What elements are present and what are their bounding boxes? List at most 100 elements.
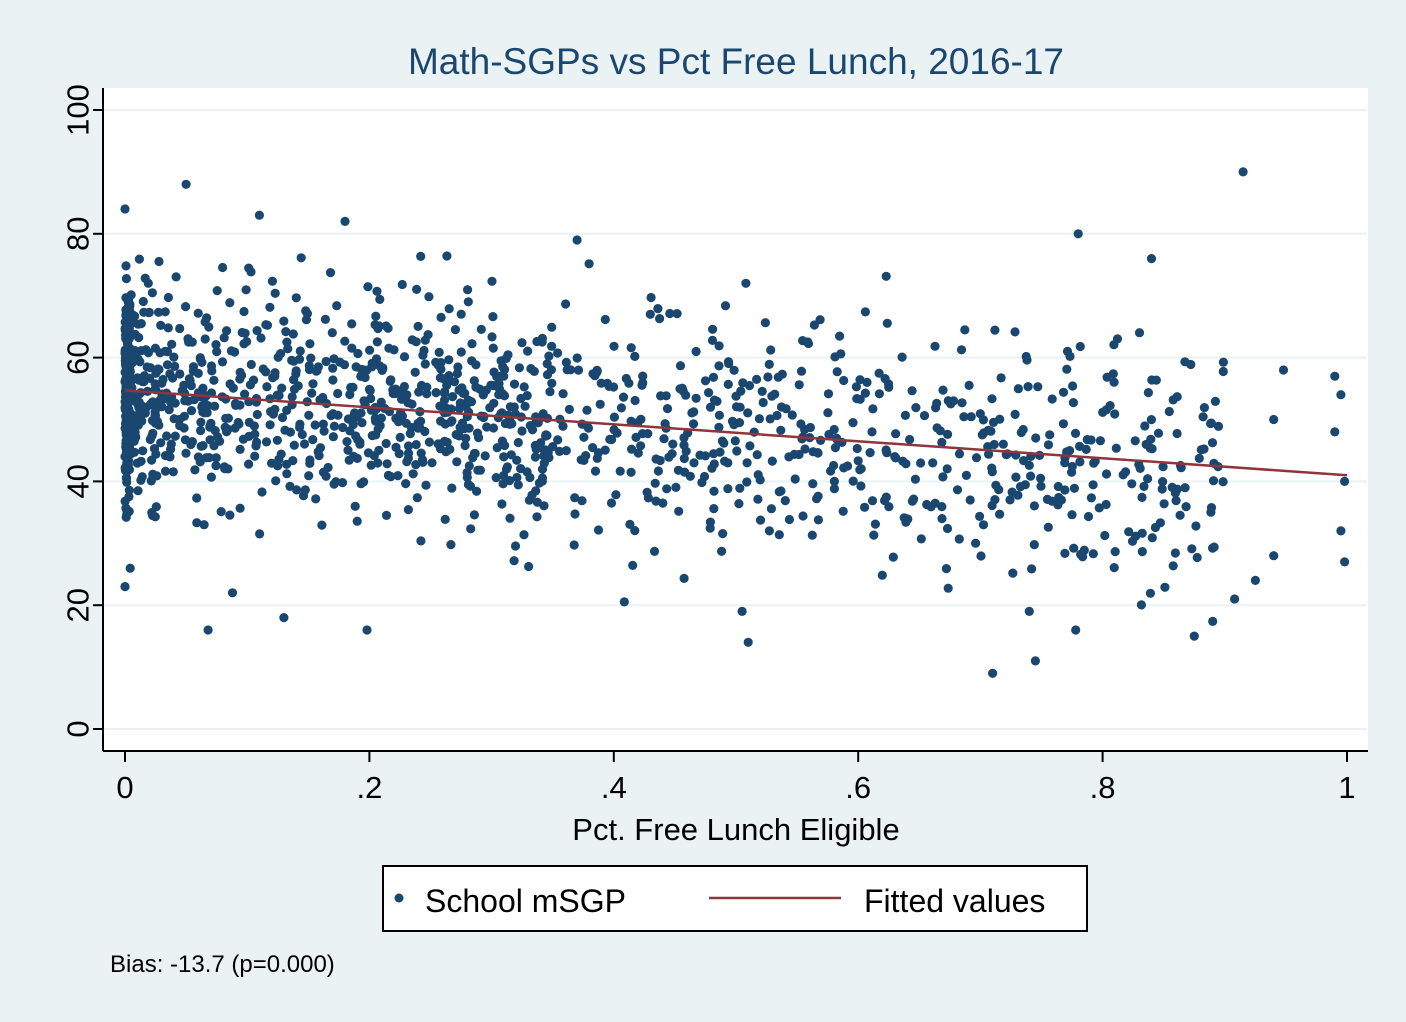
data-point bbox=[355, 437, 365, 447]
data-point bbox=[1137, 547, 1147, 557]
data-point bbox=[512, 455, 522, 465]
x-tick-label-0: 0 bbox=[116, 770, 133, 805]
data-point bbox=[823, 389, 834, 399]
data-point bbox=[991, 480, 1001, 490]
data-point bbox=[491, 473, 501, 483]
data-point bbox=[823, 408, 833, 418]
data-point bbox=[469, 448, 479, 459]
data-point bbox=[724, 358, 734, 369]
data-point bbox=[340, 336, 350, 346]
data-point bbox=[616, 403, 627, 413]
data-point bbox=[499, 364, 510, 375]
data-point bbox=[489, 398, 499, 408]
data-point bbox=[231, 400, 241, 410]
data-point bbox=[282, 337, 292, 347]
data-point bbox=[123, 346, 133, 356]
data-point bbox=[420, 335, 430, 345]
data-point bbox=[1146, 254, 1157, 264]
data-point bbox=[291, 293, 301, 303]
data-point bbox=[829, 484, 840, 494]
data-point bbox=[452, 457, 462, 467]
data-point bbox=[553, 435, 563, 445]
data-point bbox=[252, 409, 262, 420]
data-point bbox=[412, 493, 422, 503]
data-point bbox=[609, 382, 619, 392]
data-point bbox=[988, 668, 998, 678]
data-point bbox=[166, 397, 176, 407]
data-point bbox=[457, 418, 468, 428]
data-point bbox=[655, 455, 665, 466]
data-point bbox=[1062, 364, 1072, 374]
data-point bbox=[531, 486, 541, 496]
data-point bbox=[867, 427, 877, 437]
data-point bbox=[937, 502, 947, 512]
data-point bbox=[454, 403, 465, 414]
data-point bbox=[436, 364, 446, 374]
data-point bbox=[488, 423, 499, 433]
data-point bbox=[966, 412, 976, 422]
data-point bbox=[633, 448, 643, 458]
data-point bbox=[1130, 436, 1140, 446]
data-point bbox=[949, 396, 959, 406]
data-point bbox=[1036, 481, 1046, 491]
data-point bbox=[805, 422, 816, 433]
data-point bbox=[715, 447, 725, 457]
data-point bbox=[487, 276, 497, 286]
data-point bbox=[943, 583, 953, 593]
data-point bbox=[588, 369, 598, 379]
data-point bbox=[796, 419, 806, 429]
data-point bbox=[416, 380, 427, 391]
data-point bbox=[729, 365, 739, 375]
data-point bbox=[449, 377, 460, 387]
data-point bbox=[784, 514, 795, 525]
data-point bbox=[261, 437, 272, 447]
data-point bbox=[362, 625, 372, 635]
data-point bbox=[382, 459, 392, 469]
data-point bbox=[919, 411, 930, 421]
data-point bbox=[436, 312, 446, 322]
data-point bbox=[730, 436, 740, 446]
data-point bbox=[121, 374, 131, 384]
data-point bbox=[287, 392, 297, 402]
data-point bbox=[413, 321, 423, 331]
data-point bbox=[246, 359, 256, 370]
data-point bbox=[431, 388, 441, 398]
data-point bbox=[181, 448, 191, 458]
data-point bbox=[1145, 443, 1155, 453]
data-point bbox=[329, 479, 339, 489]
data-point bbox=[237, 370, 247, 380]
data-point bbox=[376, 413, 386, 423]
data-point bbox=[790, 474, 800, 484]
data-point bbox=[1191, 521, 1201, 531]
data-point bbox=[226, 346, 236, 356]
data-point bbox=[237, 327, 247, 338]
data-point bbox=[377, 365, 387, 375]
data-point bbox=[293, 381, 303, 391]
data-point bbox=[545, 387, 555, 397]
data-point bbox=[488, 343, 498, 353]
data-point bbox=[1018, 424, 1028, 435]
data-point bbox=[187, 337, 197, 347]
data-point bbox=[1198, 412, 1208, 422]
data-point bbox=[135, 357, 145, 367]
data-point bbox=[220, 422, 230, 432]
data-point bbox=[753, 494, 763, 504]
data-point bbox=[221, 413, 231, 423]
data-point bbox=[526, 364, 536, 374]
data-point bbox=[1075, 341, 1085, 352]
data-point bbox=[1147, 533, 1157, 543]
data-point bbox=[767, 456, 777, 466]
data-point bbox=[363, 448, 373, 458]
data-point bbox=[383, 470, 393, 480]
data-point bbox=[832, 367, 842, 377]
data-point bbox=[395, 432, 405, 442]
data-point bbox=[679, 453, 689, 464]
data-point bbox=[1199, 403, 1209, 413]
data-point bbox=[147, 288, 157, 298]
data-point bbox=[573, 365, 584, 375]
data-point bbox=[250, 451, 260, 461]
data-point bbox=[961, 470, 972, 480]
data-point bbox=[689, 407, 699, 417]
data-point bbox=[717, 436, 728, 446]
